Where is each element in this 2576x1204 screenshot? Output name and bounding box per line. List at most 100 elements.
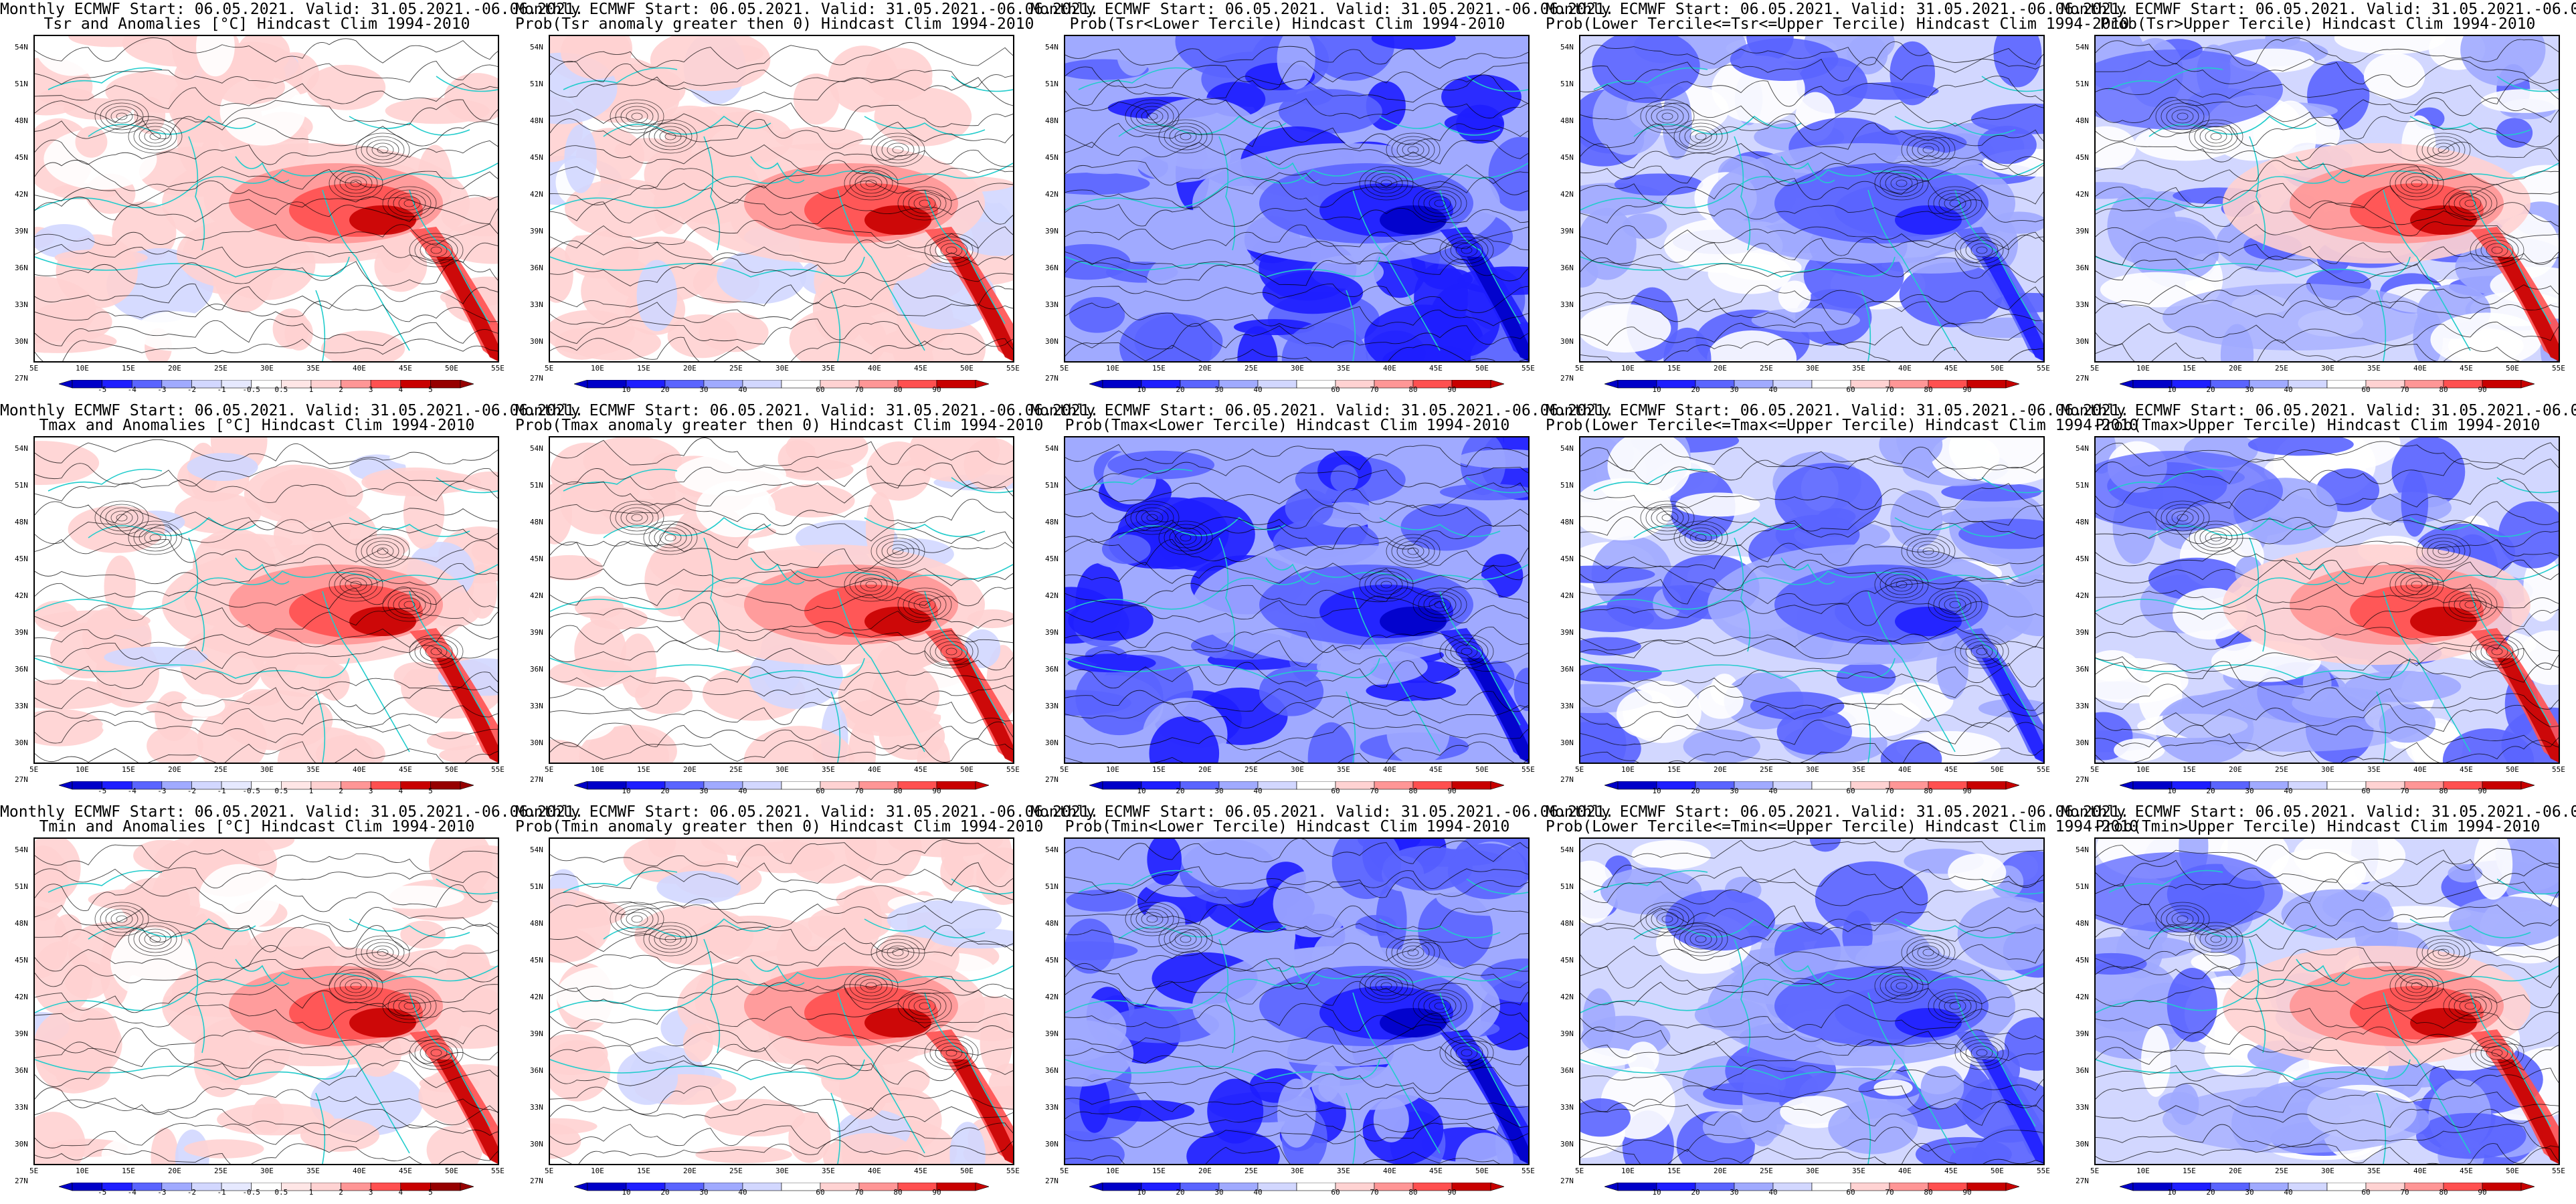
longitude-label: 10E xyxy=(591,1167,604,1175)
longitude-label: 25E xyxy=(214,1167,227,1175)
coastline xyxy=(2296,156,2351,183)
latitude-label: 36N xyxy=(1560,1066,1574,1075)
isotherm-contour xyxy=(550,721,1013,750)
latitude-label: 54N xyxy=(530,43,543,52)
isotherm-contour xyxy=(550,587,1013,611)
longitude-label: 10E xyxy=(591,765,604,774)
isotherm-contour xyxy=(2096,200,2559,227)
isotherm-contour xyxy=(35,439,498,465)
latitude-label: 36N xyxy=(530,264,543,272)
latitude-label: 54N xyxy=(15,845,28,854)
longitude-label: 35E xyxy=(1852,765,1865,774)
longitude-label: 40E xyxy=(868,765,881,774)
colorbar-tick-label: 80 xyxy=(893,1188,903,1197)
coastline xyxy=(2249,136,2266,251)
longitude-label: 25E xyxy=(214,765,227,774)
isotherm-contour xyxy=(35,60,498,85)
isotherm-contour xyxy=(1580,1099,2043,1126)
longitude-label: 30E xyxy=(1806,364,1819,373)
longitude-label: 5E xyxy=(1060,765,1069,774)
longitude-label: 5E xyxy=(1575,1167,1584,1175)
isotherm-contour xyxy=(2096,986,2559,1011)
latitude-label: 39N xyxy=(2076,628,2089,637)
latitude-label: 36N xyxy=(15,1066,28,1075)
isotherm-contour xyxy=(35,480,498,503)
map-panel: Monthly ECMWF Start: 06.05.2021. Valid: … xyxy=(1030,0,1614,401)
isotherm-contour xyxy=(2096,500,2559,528)
colorbar-tick-label: 40 xyxy=(1253,1188,1263,1197)
isotherm-contour xyxy=(1580,1085,2043,1112)
longitude-label: 10E xyxy=(1621,765,1635,774)
isotherm-contour xyxy=(1580,600,2043,626)
isotherm-contour xyxy=(2096,300,2559,320)
colorbar xyxy=(2120,380,2535,395)
latitude-label: 30N xyxy=(15,337,28,346)
longitude-label: 20E xyxy=(1198,364,1212,373)
latitude-label: 33N xyxy=(1045,1103,1059,1112)
longitude-label: 50E xyxy=(1991,765,2004,774)
coastline xyxy=(924,591,1006,726)
latitude-label: 48N xyxy=(15,116,28,125)
coastline xyxy=(1981,76,2043,92)
isotherm-contour xyxy=(1580,57,2043,85)
colorbar-tick-label: 40 xyxy=(738,787,747,795)
longitude-label: 35E xyxy=(2367,765,2381,774)
longitude-label: 55E xyxy=(491,364,504,373)
longitude-label: 5E xyxy=(1575,364,1584,373)
isotherm-contour xyxy=(1580,157,2043,187)
coastline xyxy=(349,517,470,537)
isotherm-contour xyxy=(1580,626,2043,651)
longitude-label: 20E xyxy=(2229,765,2242,774)
isotherm-contour xyxy=(35,984,498,1013)
latitude-label: 27N xyxy=(2076,1177,2089,1185)
isotherm-contour xyxy=(35,1143,498,1164)
longitude-label: 20E xyxy=(168,765,181,774)
latitude-label: 33N xyxy=(2076,702,2089,710)
longitude-label: 10E xyxy=(1106,364,1119,373)
colorbar xyxy=(59,380,474,395)
colorbar-tick-label: 4 xyxy=(398,385,403,394)
colorbar-tick-label: 90 xyxy=(932,1188,941,1197)
isotherm-contour xyxy=(2096,1044,2559,1072)
latitude-label: 42N xyxy=(530,591,543,600)
coastline xyxy=(2296,557,2351,585)
coastline xyxy=(1379,116,1501,136)
isotherm-contour xyxy=(1580,662,2043,688)
map-panel: Monthly ECMWF Start: 06.05.2021. Valid: … xyxy=(2061,803,2576,1204)
colorbar-tick-label: -0.5 xyxy=(242,787,260,795)
isotherm-contour xyxy=(35,959,498,987)
latitude-label: 45N xyxy=(2076,555,2089,563)
longitude-label: 10E xyxy=(76,364,89,373)
colorbar xyxy=(1604,781,2019,796)
coastline xyxy=(1065,564,1528,612)
map-panel: Monthly ECMWF Start: 06.05.2021. Valid: … xyxy=(1546,803,2138,1204)
panel-title-line1: Monthly ECMWF Start: 06.05.2021. Valid: … xyxy=(1546,803,2130,821)
colorbar-tick-label: 40 xyxy=(2284,787,2293,795)
longitude-label: 15E xyxy=(2183,765,2196,774)
latitude-label: 27N xyxy=(2076,775,2089,784)
latitude-label: 54N xyxy=(2076,444,2089,453)
panel-title-line2: Tmin and Anomalies [°C] Hindcast Clim 19… xyxy=(39,818,475,835)
isotherm-contour xyxy=(2096,647,2559,674)
isotherm-contour xyxy=(550,625,1013,645)
isotherm-contour xyxy=(35,685,498,714)
colorbar-tick-label: 60 xyxy=(2361,385,2371,394)
longitude-label: 25E xyxy=(729,364,743,373)
longitude-label: 40E xyxy=(353,765,366,774)
colorbar-tick-label: 70 xyxy=(1885,787,1894,795)
coastline xyxy=(1379,517,1501,537)
isotherm-contour xyxy=(1065,1087,1528,1112)
colorbar-tick-label: 70 xyxy=(1370,787,1379,795)
longitude-label: 50E xyxy=(960,364,974,373)
longitude-label: 30E xyxy=(1291,1167,1304,1175)
longitude-label: 25E xyxy=(729,1167,743,1175)
coastline xyxy=(322,591,410,752)
isotherm-contour xyxy=(1580,1005,2043,1033)
latitude-label: 48N xyxy=(1045,518,1059,526)
coastline xyxy=(1954,591,2036,726)
panel-title-line2: Prob(Tmin anomaly greater then 0) Hindca… xyxy=(515,818,1044,835)
isotherm-contour xyxy=(550,738,1013,763)
latitude-label: 39N xyxy=(15,1029,28,1038)
isotherm-contour xyxy=(35,1041,498,1069)
isotherm-contour xyxy=(550,666,1013,691)
